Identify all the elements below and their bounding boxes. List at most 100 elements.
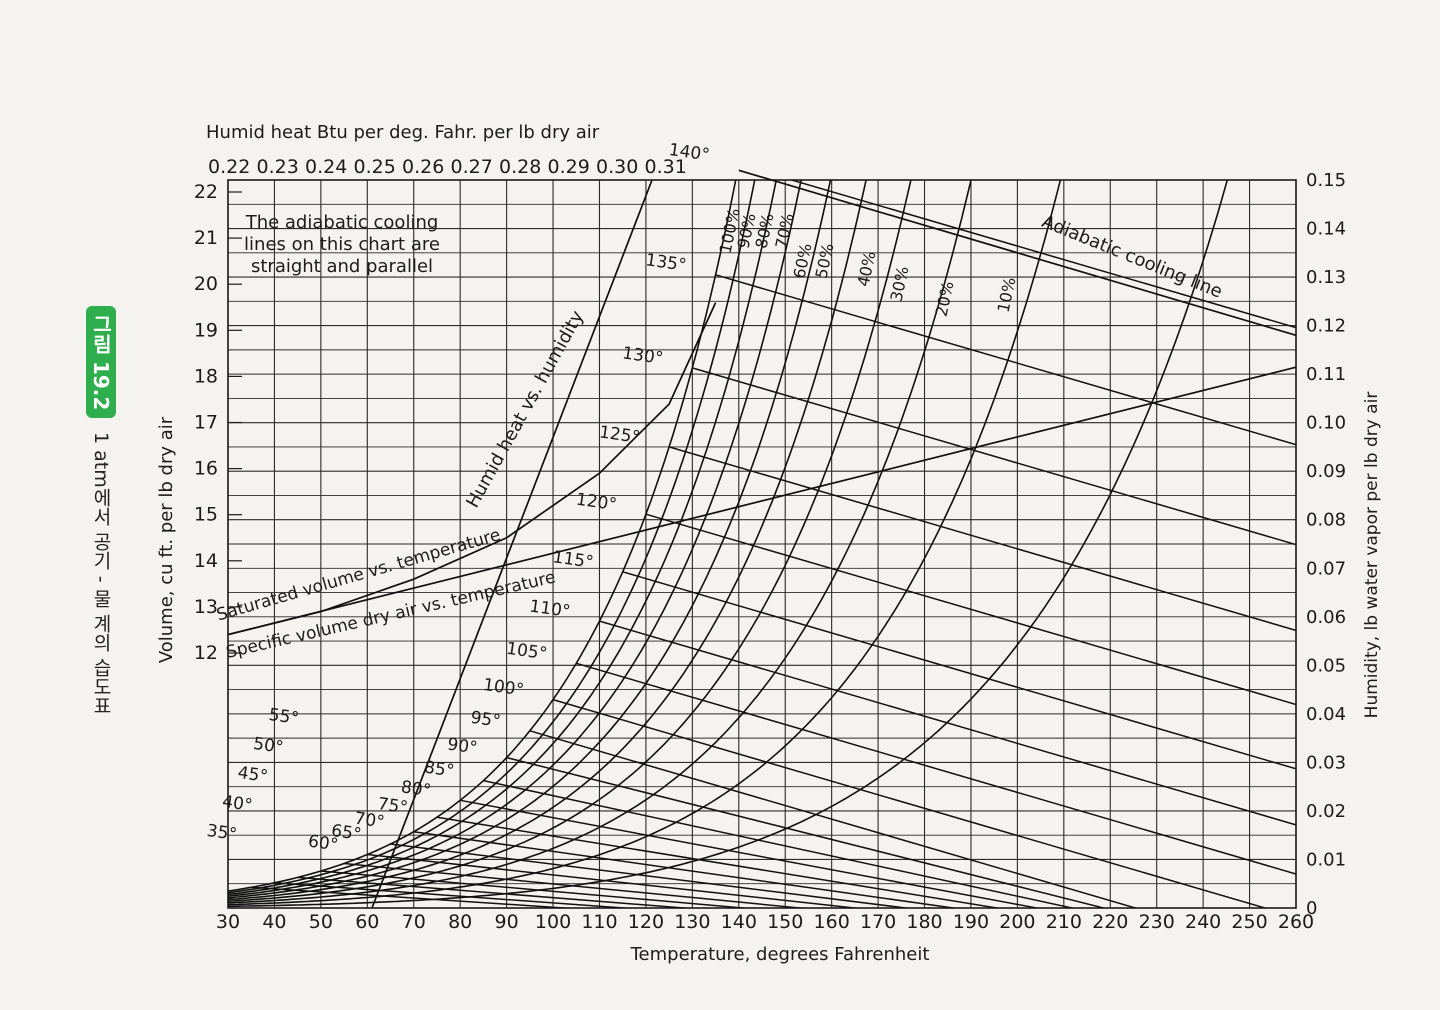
x-tick-label: 120 bbox=[628, 911, 664, 933]
temp-label: 120° bbox=[575, 490, 618, 516]
x-tick-label: 50 bbox=[309, 911, 333, 933]
x-tick-label: 200 bbox=[999, 911, 1035, 933]
temp-label: 45° bbox=[236, 763, 269, 787]
adiabatic-line-100 bbox=[552, 698, 1268, 908]
x-tick-label: 150 bbox=[767, 911, 803, 933]
y-left-tick-label: 21 bbox=[194, 227, 218, 249]
x-tick-label: 70 bbox=[402, 911, 426, 933]
rh-curve-40pct bbox=[228, 180, 912, 903]
y-left-tick-label: 16 bbox=[194, 458, 218, 480]
y-right-tick-label: 0.04 bbox=[1306, 704, 1346, 725]
top-tick-label: 0.29 bbox=[548, 156, 590, 178]
adiabatic-line-105 bbox=[576, 662, 1296, 875]
x-tick-label: 230 bbox=[1139, 911, 1175, 933]
y-left-tick-label: 14 bbox=[194, 550, 218, 572]
rh-label: 40% bbox=[854, 249, 880, 288]
rh-curve-100pct bbox=[228, 180, 737, 892]
adiabatic-line-35 bbox=[251, 886, 576, 908]
y-left-tick-label: 20 bbox=[194, 273, 218, 295]
adiabatic-line-45 bbox=[297, 876, 694, 908]
y-right-tick-label: 0.07 bbox=[1306, 558, 1346, 579]
adiabatic-line-label: Adiabatic cooling line bbox=[1039, 211, 1225, 303]
y-left-tick-label: 15 bbox=[194, 504, 218, 526]
temp-label: 130° bbox=[621, 343, 664, 369]
temp-label: 50° bbox=[252, 734, 285, 758]
adiabatic-line-135 bbox=[715, 274, 1296, 446]
top-axis-label: Humid heat Btu per deg. Fahr. per lb dry… bbox=[206, 122, 600, 143]
temp-label: 90° bbox=[446, 735, 479, 759]
temp-label: 85° bbox=[423, 758, 456, 782]
adiabatic-line-110 bbox=[599, 620, 1296, 826]
rh-curve-70pct bbox=[228, 180, 802, 897]
top-tick-label: 0.28 bbox=[499, 156, 541, 178]
y-right-tick-label: 0.10 bbox=[1306, 413, 1346, 434]
y-right-tick-label: 0.02 bbox=[1306, 801, 1346, 822]
y-right-tick-label: 0.11 bbox=[1306, 364, 1346, 385]
x-tick-label: 130 bbox=[674, 911, 710, 933]
y-left-tick-label: 13 bbox=[194, 596, 218, 618]
top-tick-label: 0.27 bbox=[451, 156, 493, 178]
x-tick-label: 90 bbox=[495, 911, 519, 933]
x-tick-label: 210 bbox=[1046, 911, 1082, 933]
x-tick-label: 220 bbox=[1092, 911, 1128, 933]
temp-label: 115° bbox=[551, 547, 594, 573]
top-tick-label: 0.23 bbox=[257, 156, 299, 178]
y-right-tick-label: 0.06 bbox=[1306, 607, 1346, 628]
x-axis-label: Temperature, degrees Fahrenheit bbox=[630, 944, 930, 965]
y-left-tick-label: 22 bbox=[194, 181, 218, 203]
adiabatic-line-40 bbox=[274, 882, 635, 908]
adiabatic-line-95 bbox=[529, 730, 1139, 908]
temp-label: 65° bbox=[330, 821, 363, 845]
adiabatic-line-85 bbox=[483, 779, 1076, 908]
temp-label: 95° bbox=[469, 708, 502, 732]
x-tick-label: 260 bbox=[1278, 911, 1314, 933]
adiabatic-line-65 bbox=[390, 843, 912, 908]
series-line-3 bbox=[738, 169, 1297, 337]
y-right-tick-label: 0.08 bbox=[1306, 510, 1346, 531]
adiabatic-line-80 bbox=[460, 799, 1041, 908]
adiabatic-line-140 bbox=[789, 180, 1296, 329]
figure-number-badge: 그림 19.2 bbox=[86, 306, 116, 418]
top-tick-label: 0.30 bbox=[596, 156, 638, 178]
temp-label: 60° bbox=[307, 831, 340, 855]
curves-group bbox=[228, 180, 1296, 908]
adiabatic-note-line: lines on this chart are bbox=[244, 234, 440, 255]
rh-label: 30% bbox=[887, 264, 913, 303]
y-left-axis-label: Volume, cu ft. per lb dry air bbox=[156, 416, 177, 663]
y-right-tick-label: 0.09 bbox=[1306, 461, 1346, 482]
temp-label: 110° bbox=[528, 597, 571, 623]
temp-label: 100° bbox=[482, 675, 525, 701]
humid-heat-label: Humid heat vs. humidity bbox=[462, 307, 588, 512]
adiabatic-line-90 bbox=[506, 756, 1107, 908]
y-right-tick-label: 0.13 bbox=[1306, 267, 1346, 288]
top-tick-label: 0.31 bbox=[645, 156, 687, 178]
temp-label: 35° bbox=[205, 821, 238, 845]
adiabatic-line-130 bbox=[692, 367, 1296, 546]
series-line-2 bbox=[227, 366, 1297, 636]
temp-label: 70° bbox=[353, 809, 386, 833]
adiabatic-note-line: straight and parallel bbox=[251, 256, 433, 277]
y-right-tick-label: 0.01 bbox=[1306, 849, 1346, 870]
x-tick-label: 100 bbox=[535, 911, 571, 933]
temp-label: 80° bbox=[400, 777, 433, 801]
adiabatic-line-70 bbox=[413, 830, 959, 908]
y-right-tick-label: 0.05 bbox=[1306, 655, 1346, 676]
temp-label: 125° bbox=[598, 422, 641, 448]
x-tick-label: 190 bbox=[953, 911, 989, 933]
y-right-tick-label: 0 bbox=[1306, 898, 1317, 919]
adiabatic-line-55 bbox=[344, 862, 808, 908]
temp-label: 55° bbox=[267, 705, 300, 729]
adiabatic-line-115 bbox=[622, 571, 1296, 770]
y-left-tick-label: 17 bbox=[194, 412, 218, 434]
x-tick-label: 30 bbox=[216, 911, 240, 933]
adiabatic-note-line: The adiabatic cooling bbox=[245, 212, 439, 233]
adiabatic-line-75 bbox=[436, 816, 1002, 908]
top-tick-label: 0.26 bbox=[402, 156, 444, 178]
y-right-axis-label: Humidity, lb water vapor per lb dry air bbox=[1362, 392, 1382, 719]
y-left-tick-label: 18 bbox=[194, 365, 218, 387]
x-tick-label: 60 bbox=[355, 911, 379, 933]
y-left-tick-label: 12 bbox=[194, 642, 218, 664]
figure-caption: 1 atm에서 공기 - 물 계의 습도표 bbox=[90, 432, 112, 715]
rh-curve-90pct bbox=[228, 180, 756, 894]
